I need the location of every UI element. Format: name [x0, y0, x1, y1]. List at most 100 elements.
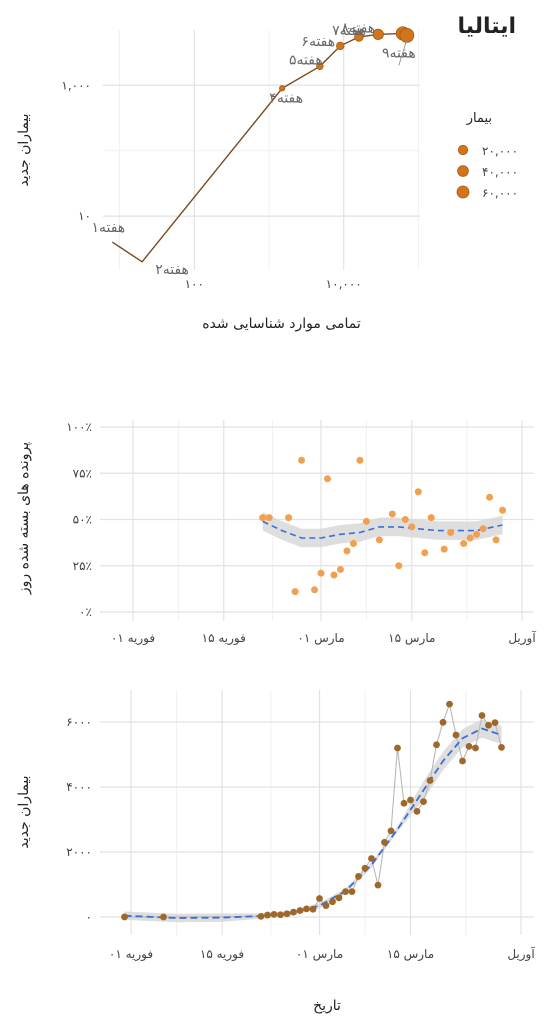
p1-week-label: هفته۷ [332, 23, 366, 39]
p3-data-point [270, 911, 278, 918]
p3-data-point [316, 895, 323, 902]
legend-size-swatch [457, 165, 469, 177]
p3-x-tick-label: آوریل [507, 946, 535, 962]
p1-data-point [279, 85, 286, 92]
p3-data-point [439, 718, 447, 726]
p3-data-point [459, 757, 466, 765]
p2-data-point [473, 530, 481, 538]
p1-x-tick-label: ۱۰,۰۰۰ [326, 277, 362, 291]
legend-item-label: ۶۰,۰۰۰ [482, 186, 518, 200]
p3-data-point [309, 905, 317, 913]
p3-daily-line [124, 702, 503, 918]
legend-size-swatch [456, 185, 470, 199]
p2-data-point [388, 510, 396, 518]
p2-data-point [375, 536, 383, 544]
p2-data-point [408, 523, 416, 531]
p3-data-point [485, 721, 492, 729]
p3-y-axis-label: بیماران جدید [16, 775, 32, 848]
p2-data-point [421, 549, 429, 557]
p2-x-tick-label: ۱۵ فوریه [202, 631, 246, 646]
p2-data-point [447, 528, 455, 536]
p3-data-point [413, 807, 421, 815]
p3-data-point [491, 719, 499, 727]
p1-week-label: هفته۸ [341, 20, 375, 36]
p3-x-tick-label: ۱۵ مارس [387, 947, 434, 962]
p2-data-point [349, 540, 357, 548]
p2-data-point [427, 514, 435, 522]
p1-week-label: هفته۲ [155, 262, 189, 278]
legend-item-label: ۲۰,۰۰۰ [482, 144, 518, 158]
p2-data-point [259, 514, 267, 522]
p2-x-tick-label: آوریل [508, 630, 536, 646]
p2-data-point [336, 565, 344, 573]
p2-y-tick-label: ۱۰۰٪ [66, 420, 92, 434]
p2-data-point [492, 536, 500, 544]
p1-x-tick-label: ۱۰۰ [185, 277, 204, 291]
p2-data-point [440, 545, 448, 553]
p2-data-point [356, 456, 364, 464]
p2-y-tick-label: ۷۵٪ [73, 466, 92, 480]
p3-y-tick-label: ۴۰۰۰ [66, 780, 92, 794]
p3-data-point [472, 744, 479, 752]
p3-data-point [296, 907, 304, 914]
p3-data-point [446, 700, 453, 708]
p3-data-point [478, 712, 486, 719]
p3-data-point [374, 881, 382, 889]
p2-y-axis-label: پرونده های بسته شده روز [16, 442, 32, 595]
p2-data-point [311, 586, 319, 594]
p3-data-point [283, 910, 291, 918]
p3-data-point [452, 731, 460, 739]
p2-data-point [395, 562, 403, 570]
p1-y-axis-label: بیماران جدید [16, 113, 32, 186]
p3-data-point [368, 855, 375, 862]
p3-data-point [329, 898, 336, 906]
p1-week-label: هفته۱ [91, 220, 125, 236]
p2-data-point [499, 506, 507, 514]
p1-week-label-leader [398, 39, 408, 66]
p2-y-tick-label: ۵۰٪ [73, 513, 92, 527]
p1-week-label: هفته۹ [382, 45, 416, 61]
p2-data-point [324, 475, 331, 483]
p3-x-tick-label: ۰۱ مارس [296, 947, 343, 962]
p1-data-point [399, 27, 415, 43]
p3-data-point [121, 913, 128, 921]
p2-data-point [362, 517, 370, 525]
p3-data-point [322, 902, 330, 910]
p1-y-tick-label: ۱,۰۰۰ [61, 78, 91, 92]
p1-data-point [336, 41, 345, 51]
p3-data-point [277, 911, 284, 919]
legend-size-swatch [457, 144, 469, 156]
p2-smooth-line [262, 520, 503, 539]
p2-data-point [298, 456, 306, 464]
p1-data-point [372, 28, 384, 40]
p3-data-point [394, 744, 401, 752]
p2-x-tick-label: ۰۱ مارس [297, 631, 344, 646]
p1-x-axis-label: تمامی موارد شناسایی شده [202, 316, 361, 332]
p3-x-tick-label: ۱۵ فوریه [200, 947, 244, 962]
p1-week-label: هفته۵ [289, 52, 323, 68]
p2-x-tick-label: ۱۵ مارس [388, 631, 435, 646]
p3-data-point [303, 905, 310, 913]
p2-data-point [317, 569, 325, 577]
p3-data-point [342, 888, 349, 896]
p2-data-point [401, 516, 409, 523]
p3-data-point [426, 777, 434, 784]
p2-data-point [330, 571, 338, 579]
p1-week-label: هفته۶ [301, 34, 335, 50]
p3-data-point [407, 796, 414, 804]
p3-data-point [387, 827, 395, 835]
p1-y-tick-label: ۱۰ [78, 209, 91, 223]
legend-item-label: ۴۰,۰۰۰ [482, 165, 518, 179]
p3-data-point [355, 872, 362, 880]
p2-data-point [265, 514, 273, 522]
p3-data-point [400, 799, 408, 807]
p3-x-axis-label: تاریخ [313, 998, 341, 1014]
p3-data-point [257, 912, 265, 920]
p1-data-point [354, 32, 364, 42]
p2-x-tick-label: ۰۱ فوریه [111, 631, 155, 646]
p3-confidence-band [124, 719, 502, 923]
p2-y-tick-label: ۲۵٪ [73, 559, 92, 573]
p3-y-tick-label: ۲۰۰۰ [66, 845, 92, 859]
p3-data-point [381, 838, 388, 846]
p2-data-point [285, 514, 293, 522]
